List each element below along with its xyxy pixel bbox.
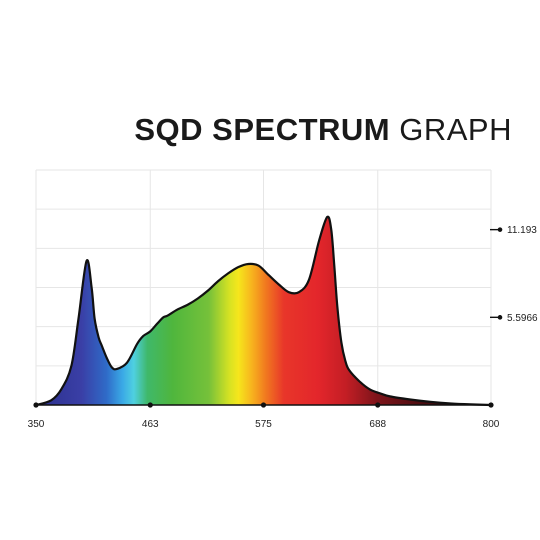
y-tick-dot-0 — [497, 315, 503, 320]
y-tick-label-1: 11.193 — [507, 225, 537, 236]
chart-title-bold: SQD SPECTRUM — [134, 112, 391, 147]
chart-title: SQD SPECTRUM GRAPH — [134, 112, 512, 148]
x-tick-dot-4 — [488, 402, 494, 408]
x-tick-label-1: 463 — [142, 419, 159, 430]
x-tick-label-2: 575 — [255, 419, 272, 430]
x-tick-label-3: 688 — [369, 419, 386, 430]
y-ticks: 5.5966 11.193 — [490, 225, 538, 324]
x-tick-label-4: 800 — [483, 419, 500, 430]
chart-title-light: GRAPH — [399, 112, 512, 147]
spectrum-curve — [35, 215, 492, 407]
x-tick-dot-0 — [33, 402, 39, 408]
x-ticks: 350 463 575 688 800 — [28, 402, 500, 430]
x-tick-dot-2 — [260, 402, 267, 408]
x-tick-label-0: 350 — [28, 419, 45, 430]
x-tick-dot-3 — [375, 402, 381, 408]
y-tick-label-0: 5.5966 — [507, 313, 538, 324]
spectrum-area — [36, 216, 491, 405]
y-tick-dot-1 — [497, 227, 503, 232]
x-tick-dot-1 — [147, 402, 153, 408]
